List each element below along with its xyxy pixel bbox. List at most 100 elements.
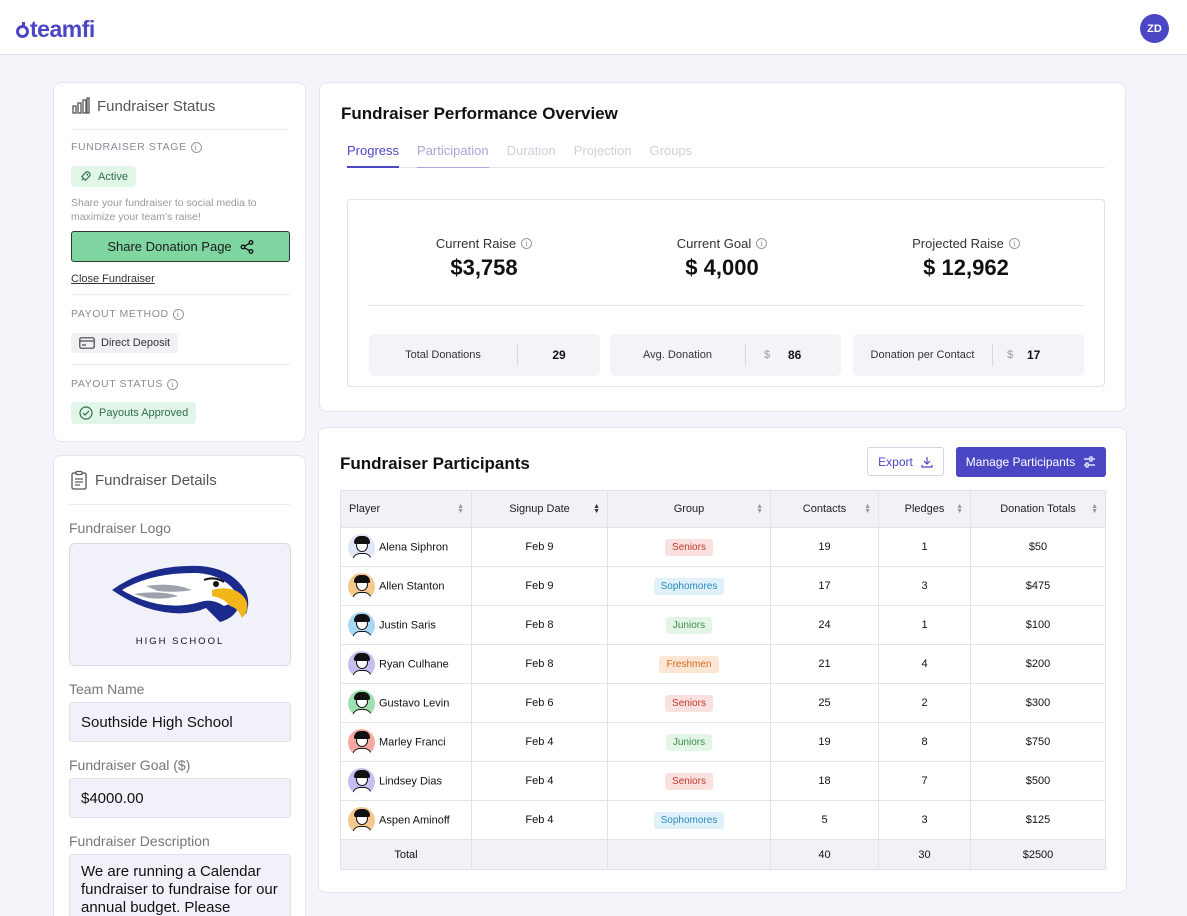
table-row[interactable]: Gustavo Levin Feb 6 Seniors 25 2 $300 xyxy=(340,683,1106,723)
participant-name: Marley Franci xyxy=(379,736,446,748)
sort-icon[interactable]: ▲ ▼ xyxy=(1091,503,1098,515)
column-header-player[interactable]: Player ▲ ▼ xyxy=(340,490,472,528)
table-row[interactable]: Allen Stanton Feb 9 Sophomores 17 3 $475 xyxy=(340,566,1106,606)
total-empty-cell xyxy=(607,839,771,870)
projected-raise-value: $ 12,962 xyxy=(923,255,1009,280)
fundraiser-goal-input[interactable]: $4000.00 xyxy=(69,778,291,818)
contacts-cell: 25 xyxy=(770,683,879,723)
info-icon[interactable]: i xyxy=(521,238,533,249)
player-cell: Ryan Culhane xyxy=(340,644,472,684)
current-goal-stat: Current Goal i $ 4,000 xyxy=(660,236,784,281)
user-avatar[interactable]: ZD xyxy=(1140,14,1169,43)
total-contacts: 40 xyxy=(770,839,879,870)
projected-raise-label: Projected Raise xyxy=(912,236,1004,251)
player-cell: Lindsey Dias xyxy=(340,761,472,801)
check-circle-icon xyxy=(79,406,93,420)
info-icon[interactable]: i xyxy=(167,378,179,390)
sort-icon[interactable]: ▲ ▼ xyxy=(756,503,763,515)
column-header-contacts[interactable]: Contacts ▲ ▼ xyxy=(770,490,879,528)
teamfi-logo[interactable]: teamfi xyxy=(16,16,95,43)
tab-progress[interactable]: Progress xyxy=(347,143,400,168)
fundraiser-logo-upload[interactable]: HIGH SCHOOL xyxy=(69,543,291,666)
export-button[interactable]: Export xyxy=(867,447,944,476)
signup-date-cell: Feb 9 xyxy=(471,566,608,606)
sort-icon[interactable]: ▲ ▼ xyxy=(457,503,464,515)
manage-participants-button[interactable]: Manage Participants xyxy=(956,447,1106,477)
info-icon[interactable]: i xyxy=(1008,238,1020,249)
export-button-label: Export xyxy=(878,454,913,469)
sort-icon[interactable]: ▲ ▼ xyxy=(956,503,963,515)
table-row[interactable]: Ryan Culhane Feb 8 Freshmen 21 4 $200 xyxy=(340,644,1106,684)
metric-separator xyxy=(745,344,746,366)
column-header-label: Pledges xyxy=(904,503,945,515)
fundraiser-details-card: Fundraiser Details Fundraiser Logo HIGH … xyxy=(53,455,306,916)
total-donations-label: Total Donations xyxy=(405,349,481,361)
sort-icon[interactable]: ▲ ▼ xyxy=(864,503,871,515)
table-row[interactable]: Lindsey Dias Feb 4 Seniors 18 7 $500 xyxy=(340,761,1106,801)
group-tag: Freshmen xyxy=(659,655,719,673)
current-goal-label: Current Goal xyxy=(676,236,752,251)
column-header-label: Donation Totals xyxy=(1000,503,1076,515)
signup-date-cell: Feb 4 xyxy=(471,722,608,762)
table-row[interactable]: Alena Siphron Feb 9 Seniors 19 1 $50 xyxy=(340,527,1106,567)
participants-table: Player ▲ ▼ Signup Date ▲ ▼ Group ▲ ▼ Contacts ▲… xyxy=(340,490,1106,870)
projected-raise-stat: Projected Raise i $ 12,962 xyxy=(901,236,1031,281)
performance-tabs: Progress Participation Duration Projecti… xyxy=(347,143,1105,168)
divider xyxy=(71,364,290,365)
info-icon[interactable]: i xyxy=(190,141,202,153)
payout-status-badge: Payouts Approved xyxy=(71,402,197,424)
pledges-cell: 1 xyxy=(878,527,971,567)
divider xyxy=(71,294,290,295)
payout-method-label-text: PAYOUT METHOD xyxy=(71,308,169,320)
contacts-cell: 5 xyxy=(770,800,879,840)
tab-participation[interactable]: Participation xyxy=(417,143,489,168)
player-cell: Aspen Aminoff xyxy=(340,800,472,840)
donation-total-cell: $300 xyxy=(970,683,1106,723)
group-cell: Sophomores xyxy=(607,800,771,840)
details-card-header: Fundraiser Details xyxy=(69,456,290,505)
tab-projection[interactable]: Projection xyxy=(573,143,632,158)
totals-row: Total 40 30 $2500 xyxy=(340,839,1106,870)
group-cell: Juniors xyxy=(607,722,771,762)
donation-total-cell: $100 xyxy=(970,605,1106,645)
participant-name: Alena Siphron xyxy=(379,541,449,553)
pledges-cell: 4 xyxy=(878,644,971,684)
status-card-title: Fundraiser Status xyxy=(97,97,216,115)
group-cell: Seniors xyxy=(607,527,771,567)
participant-avatar xyxy=(348,611,375,639)
performance-title: Fundraiser Performance Overview xyxy=(341,104,618,123)
progress-stats-panel: Current Raise i $3,758 Current Goal i $ 4,… xyxy=(347,199,1105,387)
share-hint: Share your fundraiser to social media to… xyxy=(71,197,257,223)
share-donation-page-button[interactable]: Share Donation Page xyxy=(71,231,290,262)
close-fundraiser-link[interactable]: Close Fundraiser xyxy=(71,273,155,285)
share-icon xyxy=(240,239,254,254)
bar-chart-icon xyxy=(72,97,90,114)
table-row[interactable]: Marley Franci Feb 4 Juniors 19 8 $750 xyxy=(340,722,1106,762)
player-cell: Justin Saris xyxy=(340,605,472,645)
player-cell: Gustavo Levin xyxy=(340,683,472,723)
column-header-signup-date[interactable]: Signup Date ▲ ▼ xyxy=(471,490,608,528)
fundraiser-description-label: Fundraiser Description xyxy=(69,833,210,849)
avg-donation-label: Avg. Donation xyxy=(643,349,712,361)
pledges-cell: 2 xyxy=(878,683,971,723)
table-row[interactable]: Justin Saris Feb 8 Juniors 24 1 $100 xyxy=(340,605,1106,645)
fundraiser-description-input[interactable]: We are running a Calendar fundraiser to … xyxy=(69,854,291,916)
table-row[interactable]: Aspen Aminoff Feb 4 Sophomores 5 3 $125 xyxy=(340,800,1106,840)
pledges-cell: 7 xyxy=(878,761,971,801)
column-header-label: Group xyxy=(673,503,705,515)
fundraiser-goal-label: Fundraiser Goal ($) xyxy=(69,757,191,773)
donation-per-contact-value: 17 xyxy=(1027,348,1041,362)
donation-total-cell: $475 xyxy=(970,566,1106,606)
team-name-input[interactable]: Southside High School xyxy=(69,702,291,742)
tab-duration[interactable]: Duration xyxy=(506,143,556,158)
info-icon[interactable]: i xyxy=(756,238,768,249)
tab-groups[interactable]: Groups xyxy=(649,143,693,158)
participant-avatar xyxy=(348,650,375,678)
column-header-donation-totals[interactable]: Donation Totals ▲ ▼ xyxy=(970,490,1106,528)
per-contact-currency: $ xyxy=(1006,349,1014,361)
donation-total-cell: $125 xyxy=(970,800,1106,840)
column-header-group[interactable]: Group ▲ ▼ xyxy=(607,490,771,528)
column-header-pledges[interactable]: Pledges ▲ ▼ xyxy=(878,490,971,528)
sort-icon[interactable]: ▲ ▼ xyxy=(593,503,600,515)
info-icon[interactable]: i xyxy=(172,308,184,320)
